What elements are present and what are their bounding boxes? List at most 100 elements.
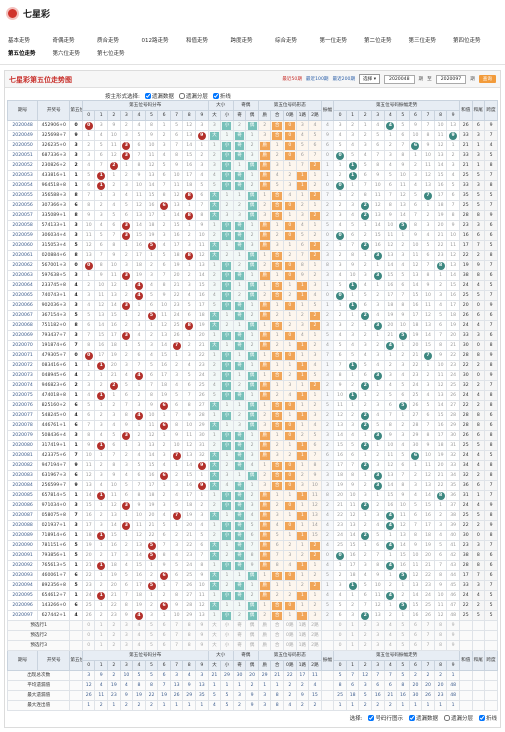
checkbox-option[interactable]: 号码行图示	[368, 714, 403, 722]
predict-cell[interactable]: 4	[383, 620, 398, 631]
predict-cell[interactable]: 0路	[283, 640, 297, 651]
checkbox-option[interactable]: 折线	[478, 714, 497, 722]
predict-cell[interactable]: 4	[132, 630, 146, 641]
predict-cell[interactable]: 1	[345, 640, 360, 651]
predict-cell[interactable]: 8	[433, 620, 448, 631]
predict-cell[interactable]: 7	[421, 640, 435, 651]
predict-cell[interactable]: 4	[383, 640, 398, 651]
checkbox-option[interactable]: 折线	[212, 92, 231, 100]
predict-cell[interactable]: 0路	[283, 630, 297, 641]
predict-cell[interactable]: 3	[371, 630, 385, 641]
nav-link[interactable]: 奇偶走势	[52, 38, 75, 44]
predict-cell[interactable]: 1	[94, 630, 109, 641]
predict-cell[interactable]: 奇	[232, 620, 247, 631]
predict-cell[interactable]: 1	[94, 620, 109, 631]
predict-cell[interactable]: 偶	[245, 620, 259, 631]
predict-cell[interactable]: 9	[194, 620, 209, 631]
nav-link[interactable]: 跨度走势	[230, 38, 253, 44]
predict-cell[interactable]: 6	[408, 620, 423, 631]
predict-cell[interactable]: 4	[132, 620, 146, 631]
checkbox-option[interactable]: 遗漏数据	[144, 92, 174, 100]
predict-cell[interactable]: 2	[358, 640, 372, 651]
predict-cell[interactable]: 5	[144, 620, 159, 631]
predict-cell[interactable]: 8	[182, 630, 196, 641]
select[interactable]: 选择 ▾	[359, 74, 381, 84]
predict-cell[interactable]: 9	[194, 630, 209, 641]
nav-link[interactable]: 第二位走势	[364, 38, 392, 44]
predict-cell[interactable]: 9	[446, 640, 460, 651]
predict-cell[interactable]: 合	[270, 620, 284, 631]
predict-cell[interactable]: 6	[157, 640, 171, 651]
predict-cell[interactable]: 0	[333, 640, 347, 651]
predict-cell[interactable]: 6	[157, 630, 171, 641]
predict-cell[interactable]: 质	[257, 620, 272, 631]
checkbox[interactable]	[478, 715, 485, 721]
predict-cell[interactable]: 9	[194, 640, 209, 651]
nav-link[interactable]: 第五位走势	[8, 51, 36, 57]
from-input[interactable]: 2020048	[384, 74, 415, 84]
predict-cell[interactable]: 小	[220, 620, 234, 631]
predict-cell[interactable]: 1	[94, 640, 109, 651]
predict-cell[interactable]: 5	[396, 620, 410, 631]
predict-cell[interactable]: 0	[81, 620, 96, 631]
nav-link[interactable]: 和值走势	[186, 38, 209, 44]
predict-cell[interactable]: 5	[396, 640, 410, 651]
checkbox[interactable]	[368, 715, 375, 721]
predict-cell[interactable]: 合	[270, 630, 284, 641]
predict-cell[interactable]: 小	[220, 640, 234, 651]
predict-cell[interactable]: 5	[396, 630, 410, 641]
predict-cell[interactable]: 奇	[232, 640, 247, 651]
predict-cell[interactable]: 0	[333, 630, 347, 641]
predict-cell[interactable]: 2	[107, 640, 121, 651]
predict-cell[interactable]: 6	[408, 630, 423, 641]
predict-cell[interactable]: 0	[81, 630, 96, 641]
predict-cell[interactable]: 5	[144, 640, 159, 651]
predict-cell[interactable]: 9	[446, 620, 460, 631]
predict-cell[interactable]: 质	[257, 630, 272, 641]
checkbox[interactable]	[408, 715, 415, 721]
predict-cell[interactable]: 偶	[245, 630, 259, 641]
predict-cell[interactable]: 0	[81, 640, 96, 651]
predict-cell[interactable]: 2	[358, 620, 372, 631]
predict-cell[interactable]: 奇	[232, 630, 247, 641]
nav-link[interactable]: 质合走势	[97, 38, 120, 44]
nav-link[interactable]: 第七位走势	[97, 51, 125, 57]
checkbox[interactable]	[178, 93, 185, 99]
predict-cell[interactable]: 8	[433, 630, 448, 641]
predict-cell[interactable]: 2	[107, 630, 121, 641]
predict-cell[interactable]: 2路	[308, 630, 322, 641]
predict-cell[interactable]: 7	[421, 620, 435, 631]
nav-link[interactable]: 综合走势	[275, 38, 298, 44]
predict-cell[interactable]: 质	[257, 640, 272, 651]
predict-cell[interactable]: 9	[446, 630, 460, 641]
predict-cell[interactable]: 偶	[245, 640, 259, 651]
nav-link[interactable]: 第四位走势	[453, 38, 481, 44]
predict-cell[interactable]: 1路	[295, 630, 310, 641]
predict-cell[interactable]: 8	[433, 640, 448, 651]
predict-cell[interactable]: 3	[119, 630, 134, 641]
predict-cell[interactable]: 8	[182, 620, 196, 631]
checkbox[interactable]	[443, 715, 450, 721]
predict-cell[interactable]: 1	[345, 630, 360, 641]
predict-cell[interactable]: 3	[371, 640, 385, 651]
nav-link[interactable]: 012路走势	[141, 38, 169, 44]
predict-cell[interactable]: 大	[207, 640, 222, 651]
predict-cell[interactable]: 0路	[283, 620, 297, 631]
predict-cell[interactable]: 3	[119, 640, 134, 651]
predict-cell[interactable]: 7	[169, 620, 184, 631]
predict-cell[interactable]: 8	[182, 640, 196, 651]
predict-cell[interactable]: 2路	[308, 640, 322, 651]
predict-cell[interactable]: 小	[220, 630, 234, 641]
predict-cell[interactable]: 7	[169, 640, 184, 651]
predict-cell[interactable]: 0	[333, 620, 347, 631]
predict-cell[interactable]: 大	[207, 620, 222, 631]
query-button[interactable]: 查询	[478, 75, 496, 83]
recent-link[interactable]: 最近50期	[282, 77, 302, 82]
checkbox-option[interactable]: 遗漏分层	[178, 92, 208, 100]
nav-link[interactable]: 第一位走势	[319, 38, 348, 44]
predict-cell[interactable]: 1路	[295, 640, 310, 651]
predict-cell[interactable]: 3	[371, 620, 385, 631]
nav-link[interactable]: 第六位走势	[52, 51, 81, 57]
predict-cell[interactable]: 5	[144, 630, 159, 641]
checkbox[interactable]	[144, 93, 151, 99]
